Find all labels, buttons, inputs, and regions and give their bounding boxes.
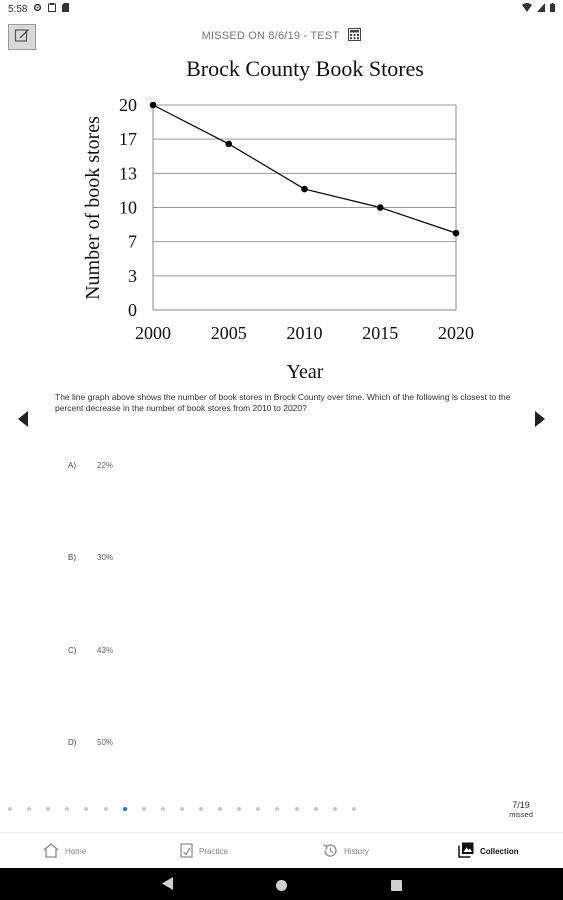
y-tick-label: 3 [128, 266, 137, 286]
x-tick-label: 2020 [438, 323, 474, 343]
choice-value: 22% [97, 461, 114, 470]
clipboard-icon [48, 3, 57, 15]
recents-icon[interactable] [391, 878, 402, 896]
answer-choice-d[interactable]: D) 50% [68, 738, 113, 747]
y-tick-label: 0 [128, 300, 137, 320]
pager-dot[interactable] [332, 807, 337, 811]
status-bar: 5:58 [0, 0, 563, 18]
question-text: The line graph above shows the number of… [55, 392, 511, 413]
data-point [225, 140, 233, 148]
back-icon[interactable] [162, 877, 174, 895]
bottom-navigation: Home Practice History Collection [0, 832, 563, 869]
nav-home[interactable]: Home [43, 833, 86, 869]
pager-dot[interactable] [65, 807, 70, 811]
home-circle-icon[interactable] [276, 878, 287, 896]
pager-dot[interactable] [8, 807, 12, 811]
sd-card-icon [62, 3, 70, 15]
chart-series [149, 101, 460, 237]
previous-question-button[interactable] [18, 411, 28, 427]
collection-icon [458, 842, 474, 860]
y-tick-label: 7 [128, 232, 137, 252]
missed-header: MISSED ON 8/6/19 - TEST [0, 28, 563, 44]
edit-icon [14, 27, 30, 48]
wifi-icon [522, 3, 532, 15]
y-tick-label: 17 [119, 129, 137, 149]
practice-icon [180, 842, 193, 860]
chart-title: Brock County Book Stores [186, 56, 424, 81]
x-axis-label: Year [287, 361, 324, 383]
battery-icon [550, 3, 555, 15]
x-tick-label: 2005 [211, 323, 247, 343]
y-axis-label: Number of book stores [82, 116, 104, 300]
pager-dot-active[interactable] [122, 807, 127, 811]
series-line [152, 104, 457, 234]
y-tick-labels: 0 3 7 10 13 17 20 [119, 95, 137, 320]
answer-choice-b[interactable]: B) 30% [68, 553, 113, 562]
x-tick-label: 2000 [135, 323, 171, 343]
pager-dot[interactable] [160, 807, 165, 811]
x-tick-label: 2015 [362, 323, 398, 343]
pager-dot[interactable] [27, 807, 32, 811]
pager-dot[interactable] [237, 807, 242, 811]
nav-practice-label: Practice [199, 846, 228, 856]
y-tick-label: 10 [119, 198, 137, 218]
progress-count: 7/19 [512, 800, 530, 810]
pager-dot[interactable] [84, 807, 89, 811]
choice-value: 43% [97, 646, 114, 655]
pager-dot[interactable] [218, 807, 223, 811]
nav-collection[interactable]: Collection [458, 833, 519, 869]
pager-dot[interactable] [313, 807, 318, 811]
system-navigation-bar [0, 868, 563, 900]
next-question-button[interactable] [535, 411, 545, 427]
calculator-icon[interactable] [348, 28, 362, 44]
x-tick-labels: 2000 2005 2010 2015 2020 [135, 323, 474, 343]
x-tick-label: 2010 [287, 323, 323, 343]
answer-choice-c[interactable]: C) 43% [68, 646, 113, 655]
choice-letter: D) [68, 738, 77, 747]
nav-collection-label: Collection [480, 846, 519, 856]
edit-button[interactable] [8, 24, 36, 50]
pager-dot[interactable] [294, 807, 299, 811]
data-point [452, 229, 460, 237]
y-tick-label: 20 [119, 95, 137, 115]
home-icon [43, 842, 59, 860]
pager-dot[interactable] [199, 807, 203, 811]
gear-icon [33, 3, 42, 15]
choice-value: 30% [97, 553, 114, 562]
pager-dot[interactable] [256, 807, 261, 811]
data-point [149, 101, 157, 109]
pager-dot[interactable] [351, 807, 356, 811]
pager-dot[interactable] [46, 807, 51, 811]
nav-history-label: History [344, 846, 369, 856]
pager-dot[interactable] [141, 807, 146, 811]
chart-svg: Brock County Book Stores 0 3 7 10 13 17 20 200… [82, 56, 474, 383]
answer-choice-a[interactable]: A) 22% [68, 461, 113, 470]
chart-grid [153, 104, 456, 277]
missed-text: MISSED ON 8/6/19 - TEST [201, 29, 340, 42]
data-point [301, 185, 308, 193]
nav-practice[interactable]: Practice [180, 833, 228, 869]
nav-history[interactable]: History [322, 833, 369, 869]
choice-value: 50% [97, 738, 114, 747]
choice-letter: A) [68, 461, 76, 470]
pager-dot[interactable] [103, 807, 108, 811]
history-icon [322, 843, 338, 860]
choice-letter: B) [68, 553, 76, 562]
chart-axes [152, 105, 457, 311]
data-point [376, 204, 384, 211]
signal-icon [537, 3, 545, 15]
choice-letter: C) [68, 646, 77, 655]
line-chart: Brock County Book Stores 0 3 7 10 13 17 20 200… [0, 48, 563, 388]
pager-dot[interactable] [179, 807, 184, 811]
pager-dot[interactable] [275, 807, 280, 811]
nav-home-label: Home [65, 846, 87, 856]
progress-label: missed [509, 810, 533, 819]
progress-indicator: 7/19 missed [496, 800, 546, 819]
status-time: 5:58 [8, 3, 28, 15]
y-tick-label: 13 [119, 163, 137, 183]
